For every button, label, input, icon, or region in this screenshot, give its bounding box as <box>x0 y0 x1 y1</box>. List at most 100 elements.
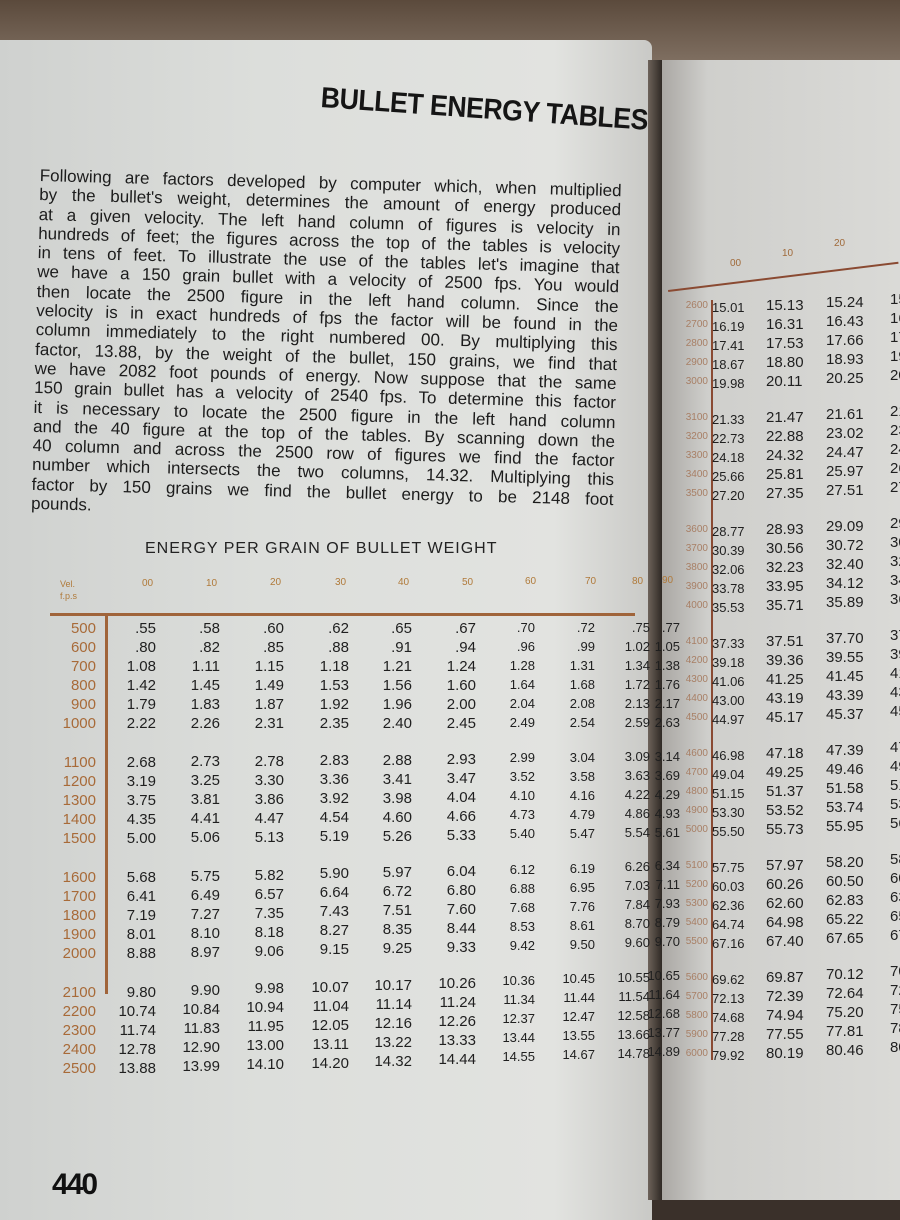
factor-cell: 1.02 <box>624 639 650 654</box>
factor-cell: 2.31 <box>254 715 284 732</box>
factor-cell: 8.27 <box>319 922 349 940</box>
factor-cell: 18.67 <box>712 357 745 372</box>
factor-cell: 13.77 <box>647 1024 680 1040</box>
factor-cell: 14.89 <box>647 1043 680 1059</box>
factor-cell: 44.97 <box>712 712 745 727</box>
factor-cell: 2.68 <box>126 754 156 771</box>
velocity-cell: 4700 <box>685 767 708 778</box>
factor-cell: 47.39 <box>826 742 864 759</box>
factor-cell: 20.11 <box>766 373 803 390</box>
factor-cell: 33.78 <box>712 581 745 596</box>
factor-cell: 13.66 <box>617 1026 650 1042</box>
factor-cell: 2.35 <box>319 715 349 732</box>
factor-cell: 3.81 <box>190 791 220 809</box>
factor-cell: 24.32 <box>766 447 804 464</box>
factor-cell: 14.78 <box>617 1045 650 1061</box>
factor-cell: 1.72 <box>624 677 650 692</box>
factor-cell: 16.19 <box>712 319 745 334</box>
factor-cell: 63. <box>890 889 900 906</box>
factor-cell: 11.54 <box>618 988 650 1004</box>
factor-cell: 6.41 <box>126 888 156 905</box>
factor-cell: 65.22 <box>826 911 864 928</box>
factor-cell: 25.81 <box>766 466 804 483</box>
factor-cell: 11.95 <box>247 1018 284 1036</box>
factor-cell: 17.41 <box>712 338 745 353</box>
factor-cell: 1.83 <box>190 696 220 713</box>
factor-cell: 8.70 <box>624 916 650 932</box>
factor-cell: 60. <box>890 870 900 887</box>
factor-cell: 3.04 <box>569 749 595 765</box>
factor-cell: 2.22 <box>126 715 156 732</box>
factor-cell: .99 <box>576 639 595 654</box>
factor-cell: 3.86 <box>254 790 284 808</box>
factor-cell: 1.64 <box>509 677 535 692</box>
factor-cell: 13.00 <box>246 1037 284 1055</box>
factor-cell: 53.74 <box>826 799 864 816</box>
factor-cell: 30.56 <box>766 540 804 557</box>
factor-cell: 62.83 <box>826 892 864 909</box>
factor-cell: 51.37 <box>766 783 804 800</box>
factor-cell: 11.64 <box>648 986 680 1002</box>
factor-cell: 10.94 <box>246 999 284 1017</box>
factor-cell: 55.95 <box>826 818 864 835</box>
factor-cell: 77.28 <box>712 1029 745 1044</box>
factor-cell: 32.40 <box>826 556 864 573</box>
velocity-cell: 4400 <box>685 693 708 704</box>
factor-cell: 64.74 <box>712 917 745 932</box>
velocity-cell: 700 <box>70 658 96 675</box>
factor-cell: 2.78 <box>254 752 284 770</box>
factor-cell: 3.58 <box>569 768 595 784</box>
factor-cell: 7.93 <box>654 896 680 912</box>
factor-cell: 7.19 <box>126 907 156 924</box>
factor-cell: 4.86 <box>624 806 650 822</box>
factor-cell: 39 <box>890 646 900 663</box>
factor-cell: 6.12 <box>509 861 535 877</box>
factor-cell: 6.34 <box>654 858 680 874</box>
factor-cell: 21.61 <box>826 406 864 423</box>
velocity-cell: 2800 <box>685 338 708 349</box>
factor-cell: 6.95 <box>569 879 595 895</box>
factor-cell: 16.31 <box>766 316 804 333</box>
factor-cell: 5.33 <box>446 827 476 844</box>
factor-cell: .96 <box>516 639 535 654</box>
velocity-cell: 2300 <box>62 1022 96 1039</box>
fps-label: f.p.s <box>60 591 78 601</box>
factor-cell: 10.84 <box>182 1001 220 1019</box>
factor-cell: 72. <box>890 982 900 999</box>
factor-cell: 5.13 <box>254 828 284 846</box>
factor-cell: 5.26 <box>382 827 412 845</box>
factor-cell: 2.00 <box>446 696 476 713</box>
factor-cell: 27.35 <box>766 485 804 502</box>
factor-cell: 9.60 <box>624 935 650 951</box>
right-velocity-rule <box>711 300 713 1060</box>
factor-cell: 67.16 <box>712 936 745 951</box>
factor-cell: .67 <box>455 620 476 637</box>
factor-cell: 1.28 <box>509 658 535 673</box>
factor-cell: 15.24 <box>826 294 864 311</box>
factor-cell: 3.63 <box>624 768 650 784</box>
column-header: 80 <box>632 575 644 587</box>
factor-cell: 53. <box>890 796 900 813</box>
factor-cell: .60 <box>263 620 284 637</box>
velocity-cell: 3500 <box>685 488 708 499</box>
factor-cell: 2.54 <box>569 715 595 730</box>
factor-cell: 34.12 <box>826 575 864 592</box>
velocity-cell: 2000 <box>62 945 96 962</box>
factor-cell: 4.10 <box>509 788 535 804</box>
factor-cell: 8.01 <box>126 926 156 943</box>
factor-cell: 9.80 <box>126 984 156 1001</box>
factor-cell: 8.10 <box>190 924 220 942</box>
factor-cell: 3.30 <box>254 771 284 789</box>
velocity-cell: 4000 <box>685 600 708 611</box>
factor-cell: 47. <box>890 739 900 756</box>
factor-cell: 7.11 <box>655 877 680 893</box>
factor-cell: 39.18 <box>712 655 745 670</box>
factor-cell: 4.35 <box>126 811 156 828</box>
factor-cell: 8.53 <box>509 918 535 934</box>
factor-cell: 10.74 <box>118 1003 156 1020</box>
factor-cell: 2.88 <box>382 751 412 769</box>
velocity-cell: 5600 <box>685 972 708 983</box>
factor-cell: .77 <box>661 620 680 635</box>
factor-cell: 5.06 <box>190 829 220 847</box>
page-number: 440 <box>52 1168 98 1201</box>
